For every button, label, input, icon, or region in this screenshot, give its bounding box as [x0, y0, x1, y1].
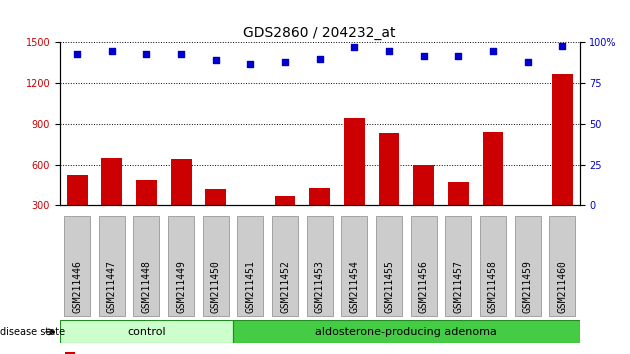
Point [245, 61, 255, 67]
Point [176, 51, 186, 57]
FancyBboxPatch shape [376, 216, 402, 316]
FancyBboxPatch shape [238, 216, 263, 316]
Bar [517, 207, 538, 246]
Text: GSM211446: GSM211446 [72, 260, 82, 313]
Bar [275, 196, 295, 246]
Text: GSM211458: GSM211458 [488, 260, 498, 313]
Text: GSM211460: GSM211460 [558, 260, 567, 313]
Text: GSM211452: GSM211452 [280, 260, 290, 313]
Point [72, 51, 82, 57]
Point [522, 59, 532, 65]
Bar [65, 352, 76, 354]
Bar [60, 320, 233, 343]
Text: GSM211459: GSM211459 [523, 260, 532, 313]
Text: GSM211447: GSM211447 [107, 260, 117, 313]
FancyBboxPatch shape [411, 216, 437, 316]
Text: GSM211448: GSM211448 [142, 260, 151, 313]
Bar [552, 74, 573, 246]
Title: GDS2860 / 204232_at: GDS2860 / 204232_at [243, 26, 396, 40]
Text: GSM211453: GSM211453 [315, 260, 324, 313]
Point [280, 59, 290, 65]
FancyBboxPatch shape [99, 216, 125, 316]
FancyBboxPatch shape [272, 216, 298, 316]
Bar [233, 320, 580, 343]
Point [210, 58, 220, 63]
Bar [171, 159, 192, 246]
Point [488, 48, 498, 53]
Bar [205, 189, 226, 246]
Text: GSM211456: GSM211456 [419, 260, 428, 313]
Text: disease state: disease state [0, 327, 65, 337]
FancyBboxPatch shape [203, 216, 229, 316]
Bar [136, 179, 157, 246]
Text: control: control [127, 327, 166, 337]
Bar [240, 208, 261, 246]
Text: GSM211455: GSM211455 [384, 260, 394, 313]
Text: GSM211454: GSM211454 [350, 260, 359, 313]
FancyBboxPatch shape [445, 216, 471, 316]
Point [453, 53, 463, 58]
FancyBboxPatch shape [168, 216, 194, 316]
Bar [483, 132, 503, 246]
Bar [309, 188, 330, 246]
Point [557, 43, 567, 48]
Bar [101, 158, 122, 246]
Point [314, 56, 325, 62]
Text: GSM211457: GSM211457 [454, 260, 463, 313]
FancyBboxPatch shape [480, 216, 506, 316]
Bar [448, 182, 469, 246]
Point [349, 45, 359, 50]
FancyBboxPatch shape [549, 216, 575, 316]
Text: GSM211451: GSM211451 [246, 260, 255, 313]
Point [384, 48, 394, 53]
FancyBboxPatch shape [134, 216, 159, 316]
Bar [67, 176, 88, 246]
Bar [413, 165, 434, 246]
Bar [344, 119, 365, 246]
Point [106, 48, 117, 53]
FancyBboxPatch shape [64, 216, 90, 316]
Text: GSM211450: GSM211450 [211, 260, 220, 313]
Point [418, 53, 428, 58]
Text: aldosterone-producing adenoma: aldosterone-producing adenoma [316, 327, 497, 337]
FancyBboxPatch shape [515, 216, 541, 316]
Text: GSM211449: GSM211449 [176, 260, 186, 313]
FancyBboxPatch shape [341, 216, 367, 316]
Point [141, 51, 151, 57]
FancyBboxPatch shape [307, 216, 333, 316]
Bar [379, 133, 399, 246]
